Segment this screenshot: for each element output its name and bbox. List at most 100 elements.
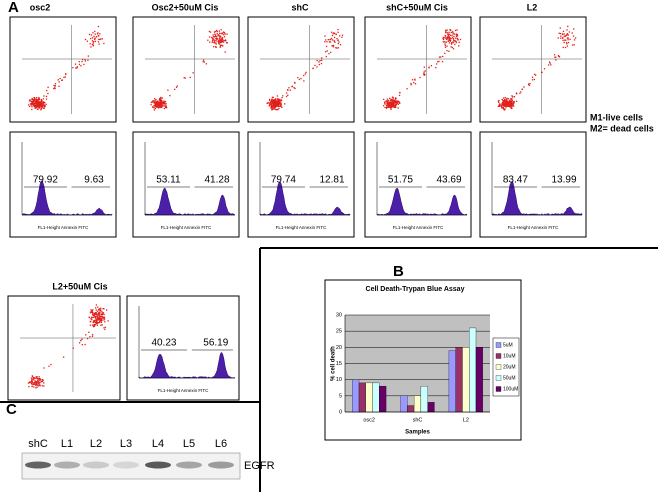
- dot: [509, 105, 511, 108]
- dot: [47, 92, 49, 95]
- dot: [331, 45, 333, 47]
- dot: [39, 101, 42, 104]
- dot: [226, 42, 228, 44]
- dot: [419, 76, 421, 79]
- dot: [573, 44, 575, 46]
- dot: [281, 97, 283, 99]
- dot: [573, 39, 576, 41]
- dot: [36, 100, 38, 102]
- dot: [152, 101, 154, 103]
- dot: [445, 38, 448, 40]
- dot: [96, 324, 99, 326]
- dot: [92, 316, 94, 319]
- dot: [566, 33, 568, 36]
- dot: [269, 101, 272, 103]
- dot: [33, 102, 35, 105]
- dot: [162, 103, 165, 105]
- dot: [58, 85, 60, 88]
- dot: [99, 316, 101, 318]
- dot: [507, 105, 510, 107]
- dot: [101, 311, 103, 313]
- dot: [61, 79, 64, 81]
- panel-label: B: [393, 263, 404, 280]
- dot: [33, 382, 35, 384]
- dot: [91, 37, 94, 39]
- dot: [217, 35, 219, 37]
- dot: [273, 105, 275, 107]
- dot: [159, 97, 161, 100]
- dot: [78, 61, 80, 63]
- dot: [560, 35, 562, 37]
- dot: [395, 103, 397, 106]
- dot: [510, 105, 513, 107]
- dot: [507, 98, 509, 100]
- dot: [513, 102, 515, 104]
- dot: [43, 382, 45, 384]
- dot: [390, 108, 392, 110]
- x-tick-label: L2: [463, 417, 469, 423]
- dot: [30, 383, 33, 385]
- dot: [50, 363, 52, 366]
- dot: [38, 96, 40, 99]
- dot: [442, 55, 444, 58]
- dot: [219, 36, 221, 38]
- dot: [452, 32, 454, 34]
- dot: [44, 101, 46, 104]
- dot: [32, 377, 35, 380]
- histogram-frame: [247, 131, 355, 238]
- dot: [271, 101, 274, 103]
- dot: [162, 102, 165, 104]
- dot: [278, 98, 280, 101]
- dot: [392, 98, 394, 100]
- dot: [93, 35, 95, 38]
- scatter-frame: [479, 16, 587, 123]
- dot: [548, 61, 551, 63]
- dot: [387, 103, 389, 105]
- dot: [32, 100, 35, 102]
- dot: [312, 67, 314, 70]
- scatter-frame: [364, 16, 472, 123]
- dot: [100, 319, 102, 322]
- dot: [391, 99, 393, 101]
- bar: [469, 327, 477, 413]
- dot: [93, 313, 95, 315]
- bar: [420, 385, 428, 413]
- dot: [276, 105, 278, 107]
- dot: [220, 40, 222, 42]
- dot: [448, 33, 450, 35]
- dot: [72, 347, 74, 349]
- dot: [222, 45, 224, 47]
- dot: [509, 102, 512, 104]
- dot: [93, 319, 96, 322]
- dot: [269, 99, 271, 102]
- dot: [270, 103, 272, 106]
- dot: [509, 104, 511, 106]
- x-tick-label: osc2: [363, 417, 375, 423]
- dot: [161, 106, 163, 109]
- dot: [535, 74, 537, 76]
- dot: [38, 380, 40, 382]
- dot: [92, 309, 94, 311]
- dot: [32, 104, 35, 106]
- dot: [89, 312, 92, 314]
- dot: [276, 102, 279, 104]
- dot: [35, 383, 37, 386]
- dot: [28, 100, 31, 102]
- dot: [515, 93, 518, 95]
- dot: [36, 376, 38, 378]
- dot: [85, 334, 87, 336]
- dot: [563, 41, 565, 44]
- dot: [406, 88, 408, 90]
- dot: [399, 102, 401, 104]
- dot: [500, 105, 502, 107]
- dot: [562, 30, 565, 32]
- dot: [214, 34, 217, 36]
- dot: [445, 41, 447, 43]
- axis-label: FL1-Height Annexin FITC: [276, 225, 328, 230]
- dot: [501, 98, 503, 101]
- histogram-frame: [479, 131, 587, 238]
- dot: [282, 95, 284, 97]
- dot: [454, 43, 456, 46]
- dot: [498, 105, 501, 108]
- dot: [509, 100, 511, 103]
